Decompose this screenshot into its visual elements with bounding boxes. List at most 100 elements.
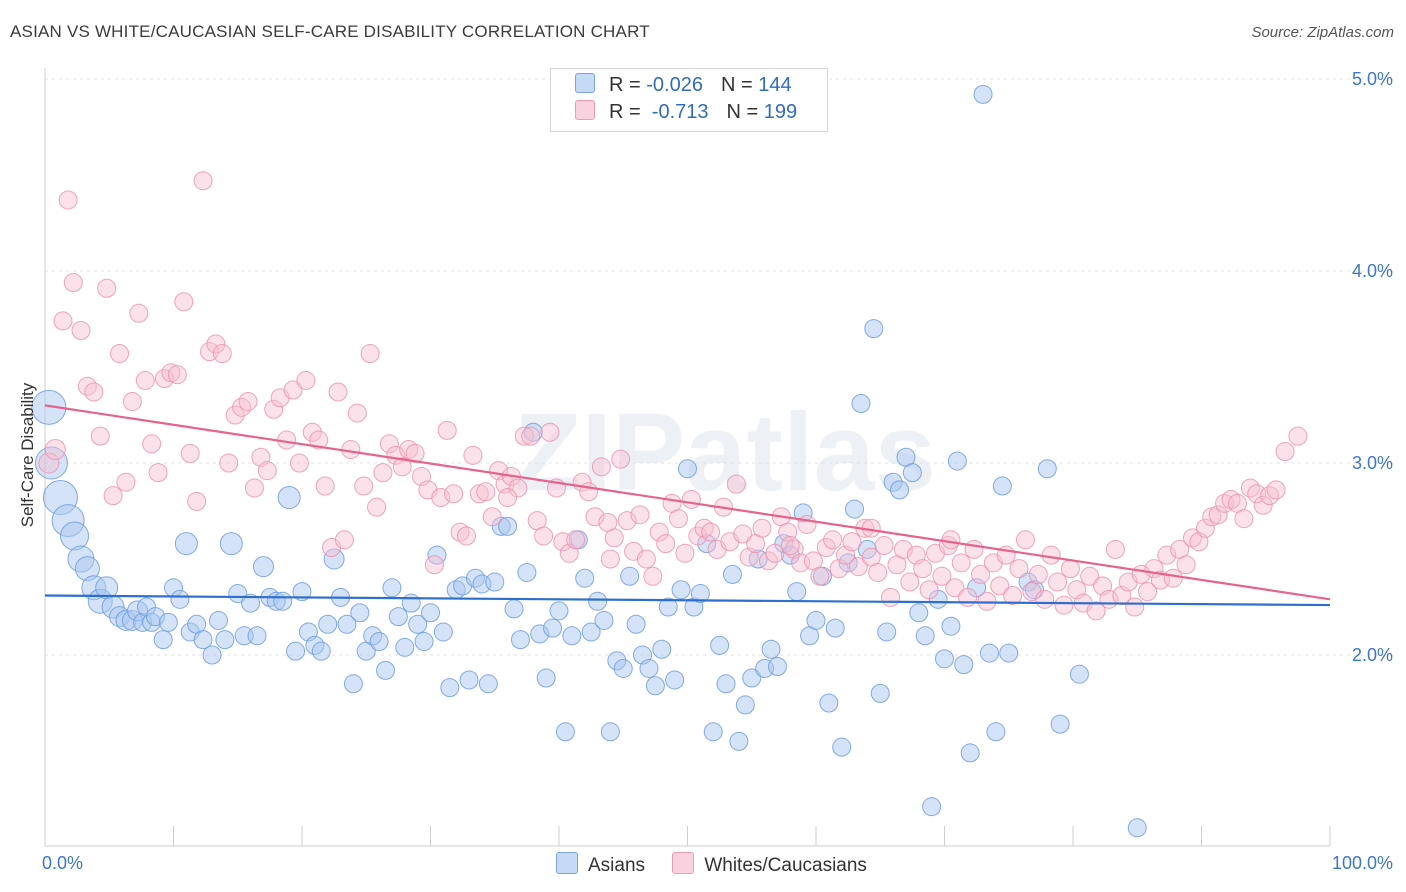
data-point-white xyxy=(405,443,425,463)
data-point-white xyxy=(1080,566,1100,586)
data-point-white xyxy=(1157,545,1177,565)
asians-swatch xyxy=(575,73,595,93)
data-point-asian xyxy=(986,722,1006,742)
data-point-asian xyxy=(864,319,884,339)
data-point-asian xyxy=(158,612,178,632)
data-point-white xyxy=(1266,480,1286,500)
legend-label-asians: Asians xyxy=(588,855,646,876)
data-point-asian xyxy=(485,572,505,592)
data-point-white xyxy=(1086,601,1106,621)
data-point-white xyxy=(816,537,836,557)
trend-lines xyxy=(44,404,1331,607)
data-point-white xyxy=(604,528,624,548)
data-point-asian xyxy=(421,603,440,623)
legend-item-asians[interactable]: Asians xyxy=(556,852,645,877)
data-point-asian xyxy=(498,516,518,536)
legend-row-whites: R = -0.713 N = 199 xyxy=(575,100,797,126)
legend-item-whites[interactable]: Whites/Caucasians xyxy=(672,852,867,877)
data-point-asian xyxy=(459,670,479,690)
data-point-white xyxy=(521,426,541,446)
legend-n-value: 199 xyxy=(763,101,798,123)
data-point-asian xyxy=(819,693,839,713)
data-point-white xyxy=(540,422,560,442)
data-point-white xyxy=(958,587,978,607)
data-point-white xyxy=(1028,564,1048,584)
data-point-asian xyxy=(870,683,890,703)
data-point-asian xyxy=(401,593,421,613)
data-point-asian xyxy=(292,582,312,602)
data-point-asian xyxy=(935,649,954,669)
data-point-white xyxy=(681,489,701,509)
data-point-white xyxy=(63,273,83,293)
data-point-white xyxy=(90,426,110,446)
data-point-asian xyxy=(414,632,434,652)
data-point-white xyxy=(1208,505,1228,525)
data-point-asian xyxy=(780,545,800,565)
data-point-white xyxy=(842,532,862,552)
data-point-asian xyxy=(1037,459,1057,479)
data-point-white xyxy=(219,453,239,473)
data-point-asian xyxy=(922,797,942,817)
data-point-asian xyxy=(517,562,537,582)
data-point-asian xyxy=(174,532,198,556)
data-point-white xyxy=(752,518,772,538)
data-point-asian xyxy=(639,658,659,678)
data-point-asian xyxy=(658,597,678,617)
data-point-white xyxy=(373,463,393,483)
data-point-asian xyxy=(613,658,633,678)
data-point-white xyxy=(913,559,933,579)
data-point-white xyxy=(823,530,843,550)
data-point-white xyxy=(585,507,605,527)
data-point-white xyxy=(328,382,348,402)
data-point-white xyxy=(225,405,245,425)
data-point-white xyxy=(437,420,457,440)
data-point-asian xyxy=(549,601,569,621)
data-point-white xyxy=(514,426,534,446)
data-point-asian xyxy=(277,486,301,510)
data-point-white xyxy=(508,478,528,498)
data-point-white xyxy=(1176,555,1196,575)
data-point-asian xyxy=(600,722,620,742)
y-tick-label: 2.0% xyxy=(1352,645,1393,665)
data-point-white xyxy=(283,380,303,400)
data-point-asian xyxy=(729,731,749,751)
data-point-asian xyxy=(665,670,685,690)
y-axis-title: Self-Care Disability xyxy=(18,382,37,527)
data-point-asian xyxy=(761,639,781,659)
data-point-white xyxy=(1015,530,1035,550)
data-point-white xyxy=(733,524,753,544)
data-point-asian xyxy=(228,584,248,604)
data-point-asian xyxy=(742,668,762,688)
whites-swatch xyxy=(672,852,695,874)
whites-swatch xyxy=(575,100,595,120)
data-point-asian xyxy=(767,657,787,677)
data-point-white xyxy=(1054,595,1074,615)
source-credit: Source: ZipAtlas.com xyxy=(1251,24,1394,41)
data-point-white xyxy=(941,530,961,550)
data-point-white xyxy=(431,488,451,508)
data-point-asian xyxy=(954,655,974,675)
data-point-white xyxy=(1234,509,1254,529)
data-point-asian xyxy=(909,603,929,623)
data-point-white xyxy=(643,566,663,586)
data-point-white xyxy=(701,522,721,542)
data-point-asian xyxy=(247,626,267,646)
data-point-white xyxy=(58,190,78,210)
data-point-white xyxy=(244,478,264,498)
data-point-white xyxy=(142,434,162,454)
data-point-asian xyxy=(408,614,428,634)
data-point-white xyxy=(649,522,669,542)
data-point-asian xyxy=(510,630,530,650)
data-point-white xyxy=(566,530,586,550)
data-point-white xyxy=(444,484,464,504)
data-point-white xyxy=(669,509,689,529)
data-point-white xyxy=(71,321,91,341)
x-tick-label-min: 0.0% xyxy=(42,853,83,873)
data-point-asian xyxy=(716,674,736,694)
data-point-white xyxy=(1035,589,1055,609)
data-point-asian xyxy=(890,480,910,500)
data-point-white xyxy=(135,370,155,390)
data-point-asian xyxy=(979,643,999,663)
data-point-white xyxy=(296,370,316,390)
